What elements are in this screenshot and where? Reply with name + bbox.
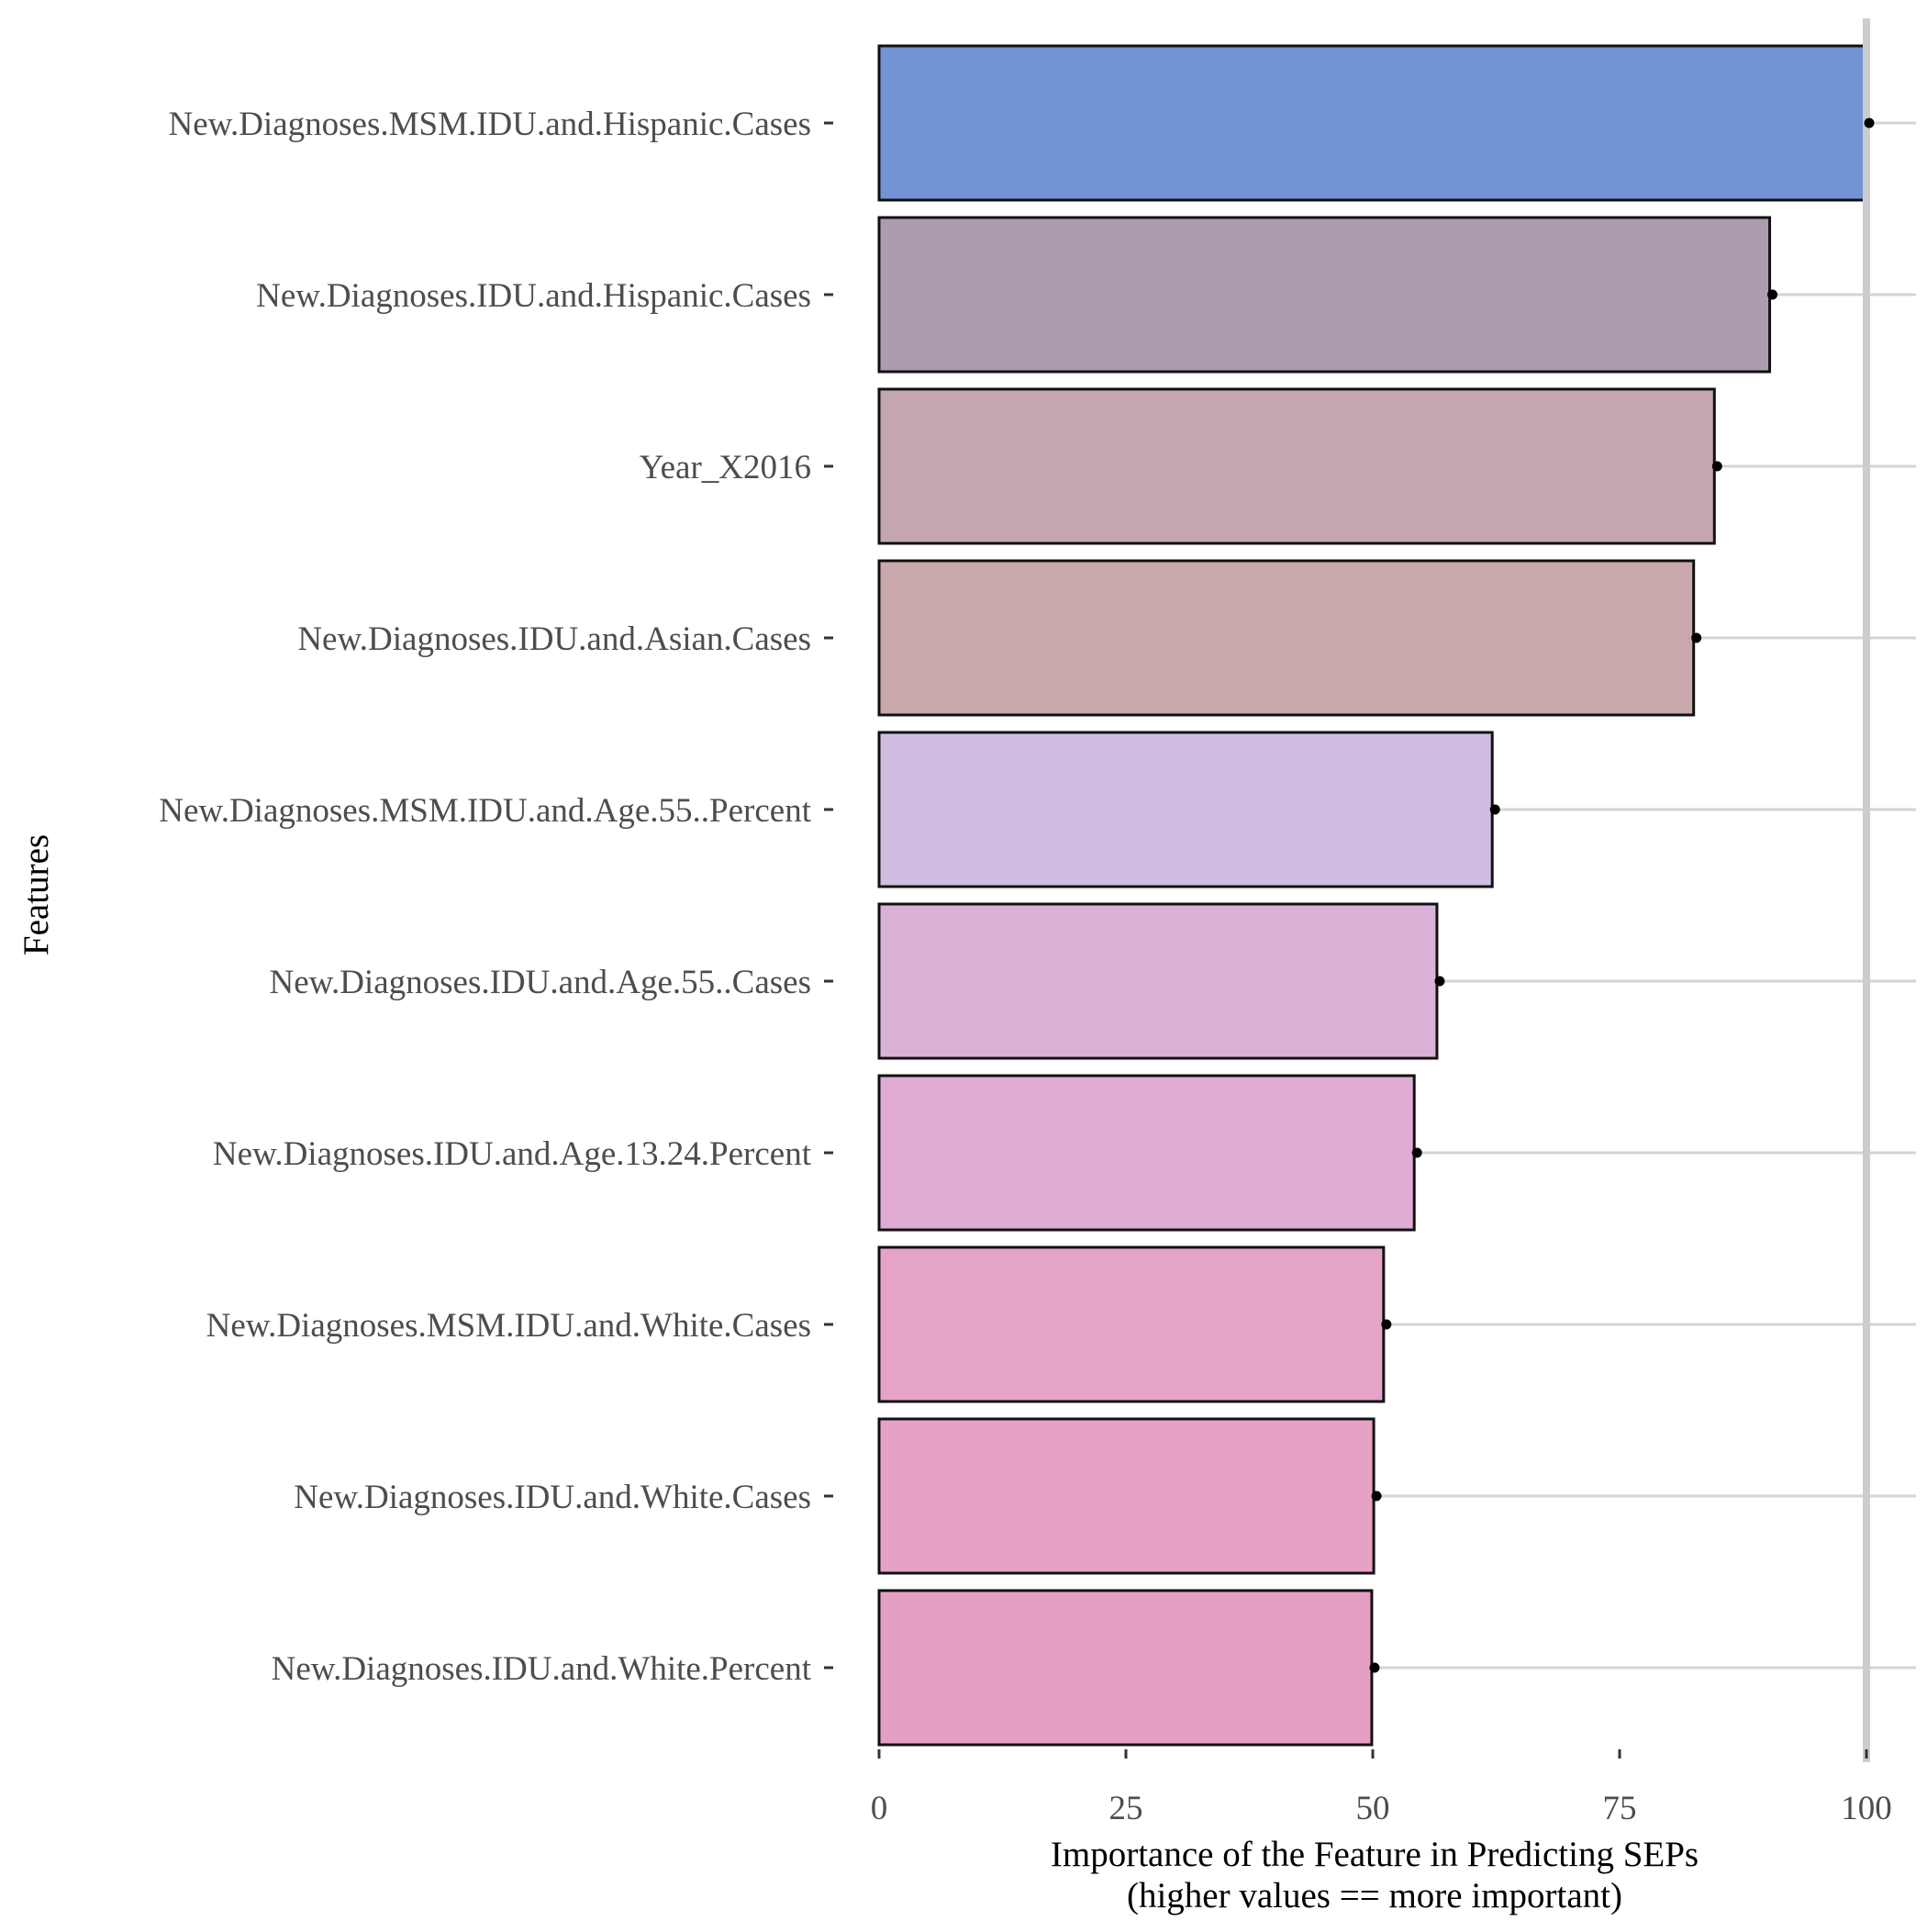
data-point [1411,1147,1422,1158]
data-point [1381,1319,1392,1330]
x-tick-label: 0 [871,1790,888,1827]
y-tick-label: New.Diagnoses.IDU.and.Age.13.24.Percent [213,1135,812,1173]
y-tick-label: New.Diagnoses.IDU.and.Asian.Cases [297,620,811,658]
y-axis: New.Diagnoses.MSM.IDU.and.Hispanic.Cases… [159,106,833,1688]
bar [877,44,1868,202]
bar [877,731,1494,888]
y-tick-label: New.Diagnoses.MSM.IDU.and.Hispanic.Cases [168,106,811,143]
bar [877,1417,1376,1575]
data-point [1489,804,1500,815]
y-tick-label: New.Diagnoses.IDU.and.White.Cases [294,1479,811,1516]
y-tick-label: New.Diagnoses.MSM.IDU.and.Age.55..Percen… [159,792,811,830]
bar [877,387,1716,545]
bar [877,216,1772,374]
y-tick-label: New.Diagnoses.IDU.and.Age.55..Cases [269,964,811,1001]
x-axis-title-line1: Importance of the Feature in Predicting … [1051,1835,1699,1874]
data-point [1864,117,1875,128]
data-point [1369,1662,1380,1673]
x-axis-title-line2: (higher values == more important) [1127,1876,1622,1915]
y-tick-label: New.Diagnoses.IDU.and.Hispanic.Cases [256,277,811,315]
data-point [1434,976,1445,987]
points [1369,117,1875,1673]
data-point [1711,461,1722,472]
x-tick-label: 25 [1109,1790,1143,1827]
y-tick-label: New.Diagnoses.MSM.IDU.and.White.Cases [206,1307,811,1345]
y-axis-title: Features [17,834,56,955]
bar [877,902,1439,1060]
x-tick-label: 75 [1603,1790,1637,1827]
y-tick-label: New.Diagnoses.IDU.and.White.Percent [272,1650,812,1688]
bar [877,559,1696,717]
data-point [1691,632,1702,643]
x-tick-label: 100 [1841,1790,1892,1827]
bars [877,44,1868,1747]
bar [877,1589,1374,1747]
x-axis: 0 25 50 75 100 [871,1749,1892,1827]
data-point [1371,1491,1382,1502]
bar [877,1245,1386,1403]
data-point [1767,289,1778,300]
bar [877,1074,1416,1232]
x-tick-label: 50 [1356,1790,1390,1827]
y-tick-label: Year_X2016 [640,449,811,486]
